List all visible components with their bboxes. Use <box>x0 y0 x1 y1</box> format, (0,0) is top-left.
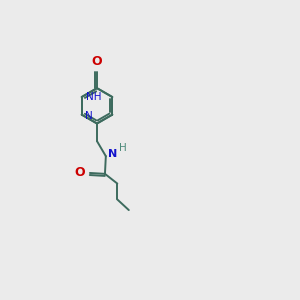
Text: N: N <box>108 149 117 159</box>
Text: O: O <box>74 167 85 179</box>
Text: N: N <box>85 111 93 121</box>
Text: NH: NH <box>86 92 102 102</box>
Text: O: O <box>92 56 102 68</box>
Text: H: H <box>119 143 127 153</box>
